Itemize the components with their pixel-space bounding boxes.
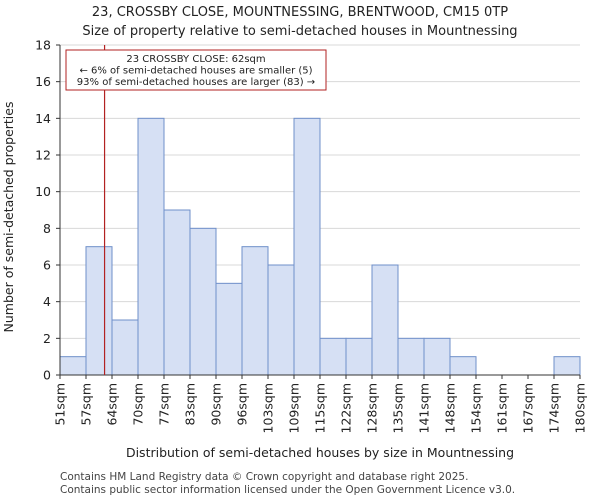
annotation-box [65,49,327,91]
x-tick-label: 90sqm [209,383,224,426]
histogram-bar [371,264,399,376]
bars [59,117,581,376]
x-tick-label: 96sqm [235,383,250,426]
histogram-bar [111,319,139,376]
y-tick-label: 0 [43,368,51,383]
y-tick-label: 16 [35,74,51,89]
x-tick-label: 161sqm [495,383,510,433]
y-tick-label: 14 [35,111,51,126]
annotation-line: ← 6% of semi-detached houses are smaller… [79,66,312,77]
histogram-bar [189,227,217,376]
x-tick-label: 135sqm [391,383,406,433]
histogram-bar [59,356,87,376]
y-tick-label: 10 [35,184,51,199]
x-tick-label: 70sqm [131,383,146,426]
x-tick-label: 115sqm [313,383,328,433]
x-tick-label: 180sqm [573,383,588,433]
x-tick-labels: 51sqm 57sqm 64sqm 70sqm 77sqm 83sqm 90sqm 96sqm… [53,375,588,433]
x-tick-label: 103sqm [261,383,276,433]
histogram-bar [319,337,347,376]
x-tick-label: 109sqm [287,383,302,433]
x-tick-label: 167sqm [521,383,536,433]
y-tick-label: 4 [43,294,51,309]
histogram-bar [241,246,269,376]
x-tick-label: 64sqm [105,383,120,426]
histogram-bar [449,356,477,376]
histogram-bar [85,246,113,376]
histogram-bar [163,209,191,376]
annotation-line: 93% of semi-detached houses are larger (… [77,77,315,88]
x-tick-label: 154sqm [469,383,484,433]
x-tick-label: 77sqm [157,383,172,426]
x-tick-label: 57sqm [79,383,94,426]
property-marker: 23 CROSSBY CLOSE: 62sqm← 6% of semi-deta… [65,45,327,375]
x-tick-label: 174sqm [547,383,562,433]
footer-licence: Contains public sector information licen… [60,484,516,496]
x-tick-label: 128sqm [365,383,380,433]
histogram-bar [553,356,581,376]
histogram-bar [345,337,373,376]
x-tick-label: 122sqm [339,383,354,433]
y-tick-label: 8 [43,221,51,236]
histogram-bar [397,337,425,376]
histogram-bar [423,337,451,376]
y-tick-label: 12 [35,148,51,163]
y-tick-labels: 0 2 4 6 8 10 12 14 16 18 [35,38,60,383]
x-tick-label: 148sqm [443,383,458,433]
x-tick-label: 83sqm [183,383,198,426]
histogram-bar [267,264,295,376]
x-axis-label: Distribution of semi-detached houses by … [126,445,514,460]
y-tick-label: 6 [43,258,51,273]
x-tick-label: 51sqm [53,383,68,426]
x-tick-label: 141sqm [417,383,432,433]
y-tick-label: 18 [35,38,51,53]
histogram-bar [137,117,165,376]
chart-title: 23, CROSSBY CLOSE, MOUNTNESSING, BRENTWO… [92,5,508,20]
y-tick-label: 2 [43,331,51,346]
annotation-line: 23 CROSSBY CLOSE: 62sqm [126,54,265,65]
histogram-bar [215,282,243,376]
chart-subtitle: Size of property relative to semi-detach… [82,24,517,39]
histogram-bar [293,117,321,376]
y-axis-label: Number of semi-detached properties [1,102,16,333]
footer-copyright: Contains HM Land Registry data © Crown c… [60,471,469,483]
